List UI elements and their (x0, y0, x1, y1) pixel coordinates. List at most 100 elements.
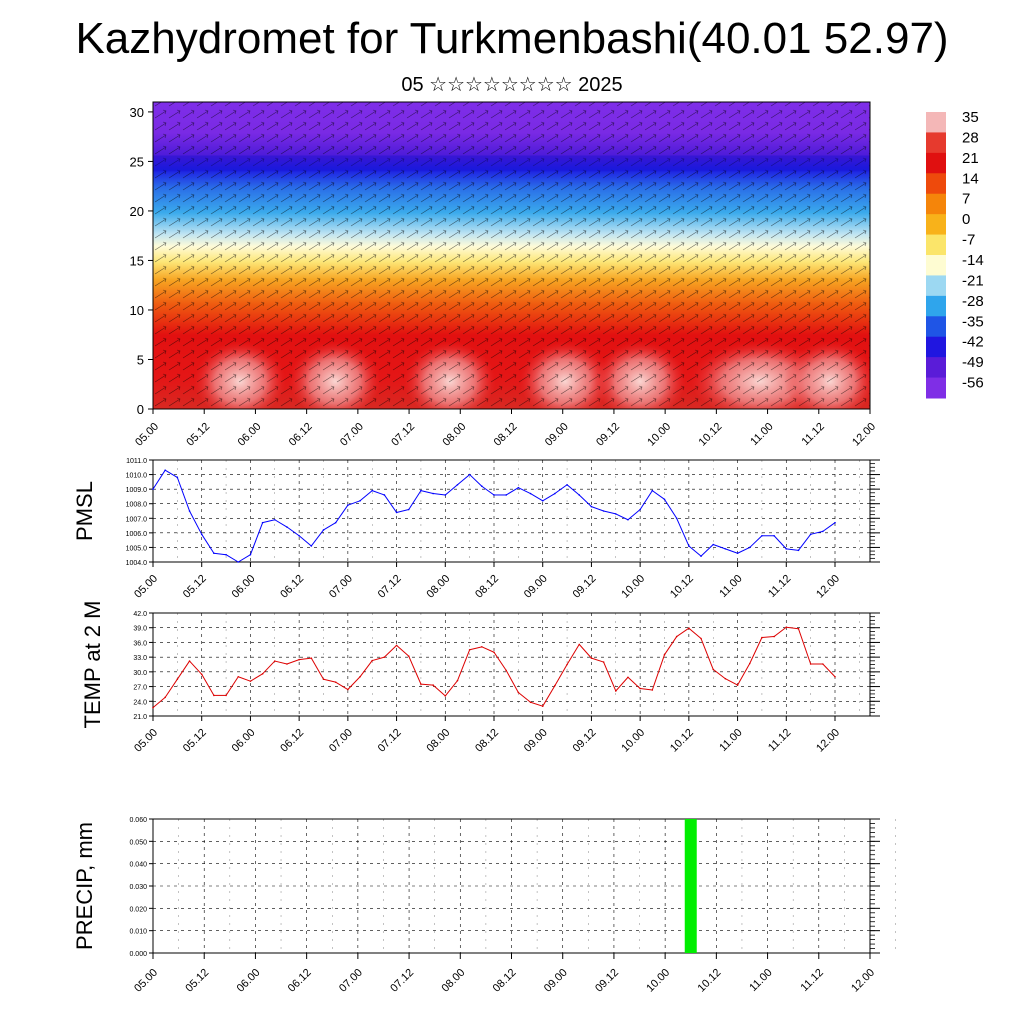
x-tick-label: 07.00 (327, 727, 355, 755)
precip-panel: 05.00 05.12 06.00 06.12 07.00 07.12 08.00 08.12… (72, 817, 896, 995)
data-point (334, 681, 337, 683)
data-point (456, 679, 459, 682)
series-segment (408, 490, 422, 510)
series-segment (456, 649, 471, 681)
x-tick-label: 08.12 (491, 967, 519, 995)
series-segment (310, 657, 324, 680)
y-tick-label: 1009.0 (126, 487, 148, 494)
series-segment (164, 469, 178, 478)
colorbar-swatch (926, 112, 946, 133)
data-point (566, 483, 568, 486)
data-point (797, 627, 800, 630)
series-segment (652, 490, 665, 500)
colorbar-label: 35 (962, 109, 979, 126)
x-tick-label: 08.00 (424, 573, 452, 601)
x-tick-label: 08.12 (473, 573, 501, 601)
series-segment (444, 680, 458, 697)
colorbar-label: -21 (962, 272, 984, 289)
data-point (517, 486, 520, 489)
series-segment (274, 660, 288, 665)
colorbar-label: 28 (962, 129, 979, 146)
x-tick-label: 10.12 (696, 967, 724, 995)
data-point (712, 543, 715, 546)
colorbar-label: 21 (962, 150, 979, 167)
colorbar-swatch (926, 214, 946, 236)
data-point (383, 656, 386, 658)
data-point (614, 690, 617, 692)
series-segment (688, 627, 702, 639)
colorbar-swatch (926, 152, 946, 174)
series-segment (481, 485, 495, 496)
data-point (517, 691, 520, 694)
data-point (407, 508, 410, 511)
x-tick-label: 07.00 (327, 573, 355, 601)
series-segment (810, 530, 823, 535)
series-segment (152, 696, 166, 709)
pmsl-panel: 05.00 05.12 06.00 06.12 07.00 07.12 08.00 08.12… (72, 458, 880, 601)
x-tick-label: 06.12 (286, 967, 314, 995)
data-point (468, 648, 471, 651)
y-tick-label: 30 (130, 105, 144, 120)
series-segment (749, 535, 763, 548)
y-tick-label: 30.0 (133, 670, 147, 677)
series-segment (530, 493, 543, 502)
colorbar-label: -7 (962, 232, 975, 249)
x-tick-label: 05.12 (184, 421, 212, 449)
x-tick-label: 11.12 (766, 727, 793, 754)
data-point (273, 660, 276, 662)
series-segment (639, 490, 653, 510)
series-segment (249, 522, 264, 555)
data-point (200, 673, 203, 676)
x-tick-label: 10.00 (644, 967, 672, 995)
series-segment (225, 554, 239, 563)
data-point (298, 534, 300, 537)
colorbar-swatch (926, 275, 946, 297)
colorbar-label: -28 (962, 293, 984, 310)
x-tick-label: 08.00 (440, 421, 468, 449)
x-tick-label: 11.00 (717, 573, 744, 600)
chart-title: Kazhydromet for Turkmenbashi(40.01 52.97… (75, 14, 949, 63)
data-point (822, 663, 824, 665)
y-tick-label: 42.0 (133, 611, 147, 618)
colorbar-label: -14 (962, 252, 984, 269)
series-segment (298, 535, 312, 547)
data-point (809, 663, 812, 665)
series-segment (591, 657, 604, 663)
data-point (651, 689, 654, 691)
data-point (505, 494, 507, 496)
series-segment (554, 664, 568, 686)
y-tick-label: 1011.0 (126, 458, 147, 465)
data-point (675, 635, 678, 638)
colorbar-label: 0 (962, 211, 970, 228)
data-point (395, 511, 398, 514)
y-tick-label: 33.0 (133, 655, 147, 662)
data-point (359, 500, 361, 502)
data-point (590, 505, 593, 508)
series-segment (286, 526, 300, 537)
series-segment (615, 676, 629, 692)
colorbar-swatch (926, 255, 946, 276)
series-segment (201, 674, 215, 696)
y-axis-label: PMSL (72, 481, 97, 541)
series-segment (554, 484, 568, 494)
x-tick-label: 12.00 (814, 727, 842, 755)
y-tick-label: 15 (130, 253, 144, 268)
series-segment (299, 657, 312, 661)
colorbar: 35 28 21 14 7 0 -7 -14 -21 -28 -35 -42 -49 -56 (926, 109, 984, 399)
y-tick-label: 0.000 (129, 951, 147, 958)
series-segment (712, 669, 726, 680)
y-tick-label: 0.010 (129, 929, 147, 936)
series-segment (335, 504, 349, 523)
data-point (432, 684, 434, 686)
x-tick-label: 10.00 (645, 421, 673, 449)
colorbar-label: -35 (962, 313, 984, 330)
data-point (663, 498, 666, 501)
x-tick-label: 09.12 (571, 573, 599, 601)
series-segment (725, 678, 738, 686)
y-tick-label: 0 (137, 402, 144, 417)
wind-barbs (153, 102, 870, 409)
series-segment (591, 506, 604, 512)
colorbar-swatch (926, 377, 946, 399)
x-tick-label: 09.00 (522, 573, 550, 601)
